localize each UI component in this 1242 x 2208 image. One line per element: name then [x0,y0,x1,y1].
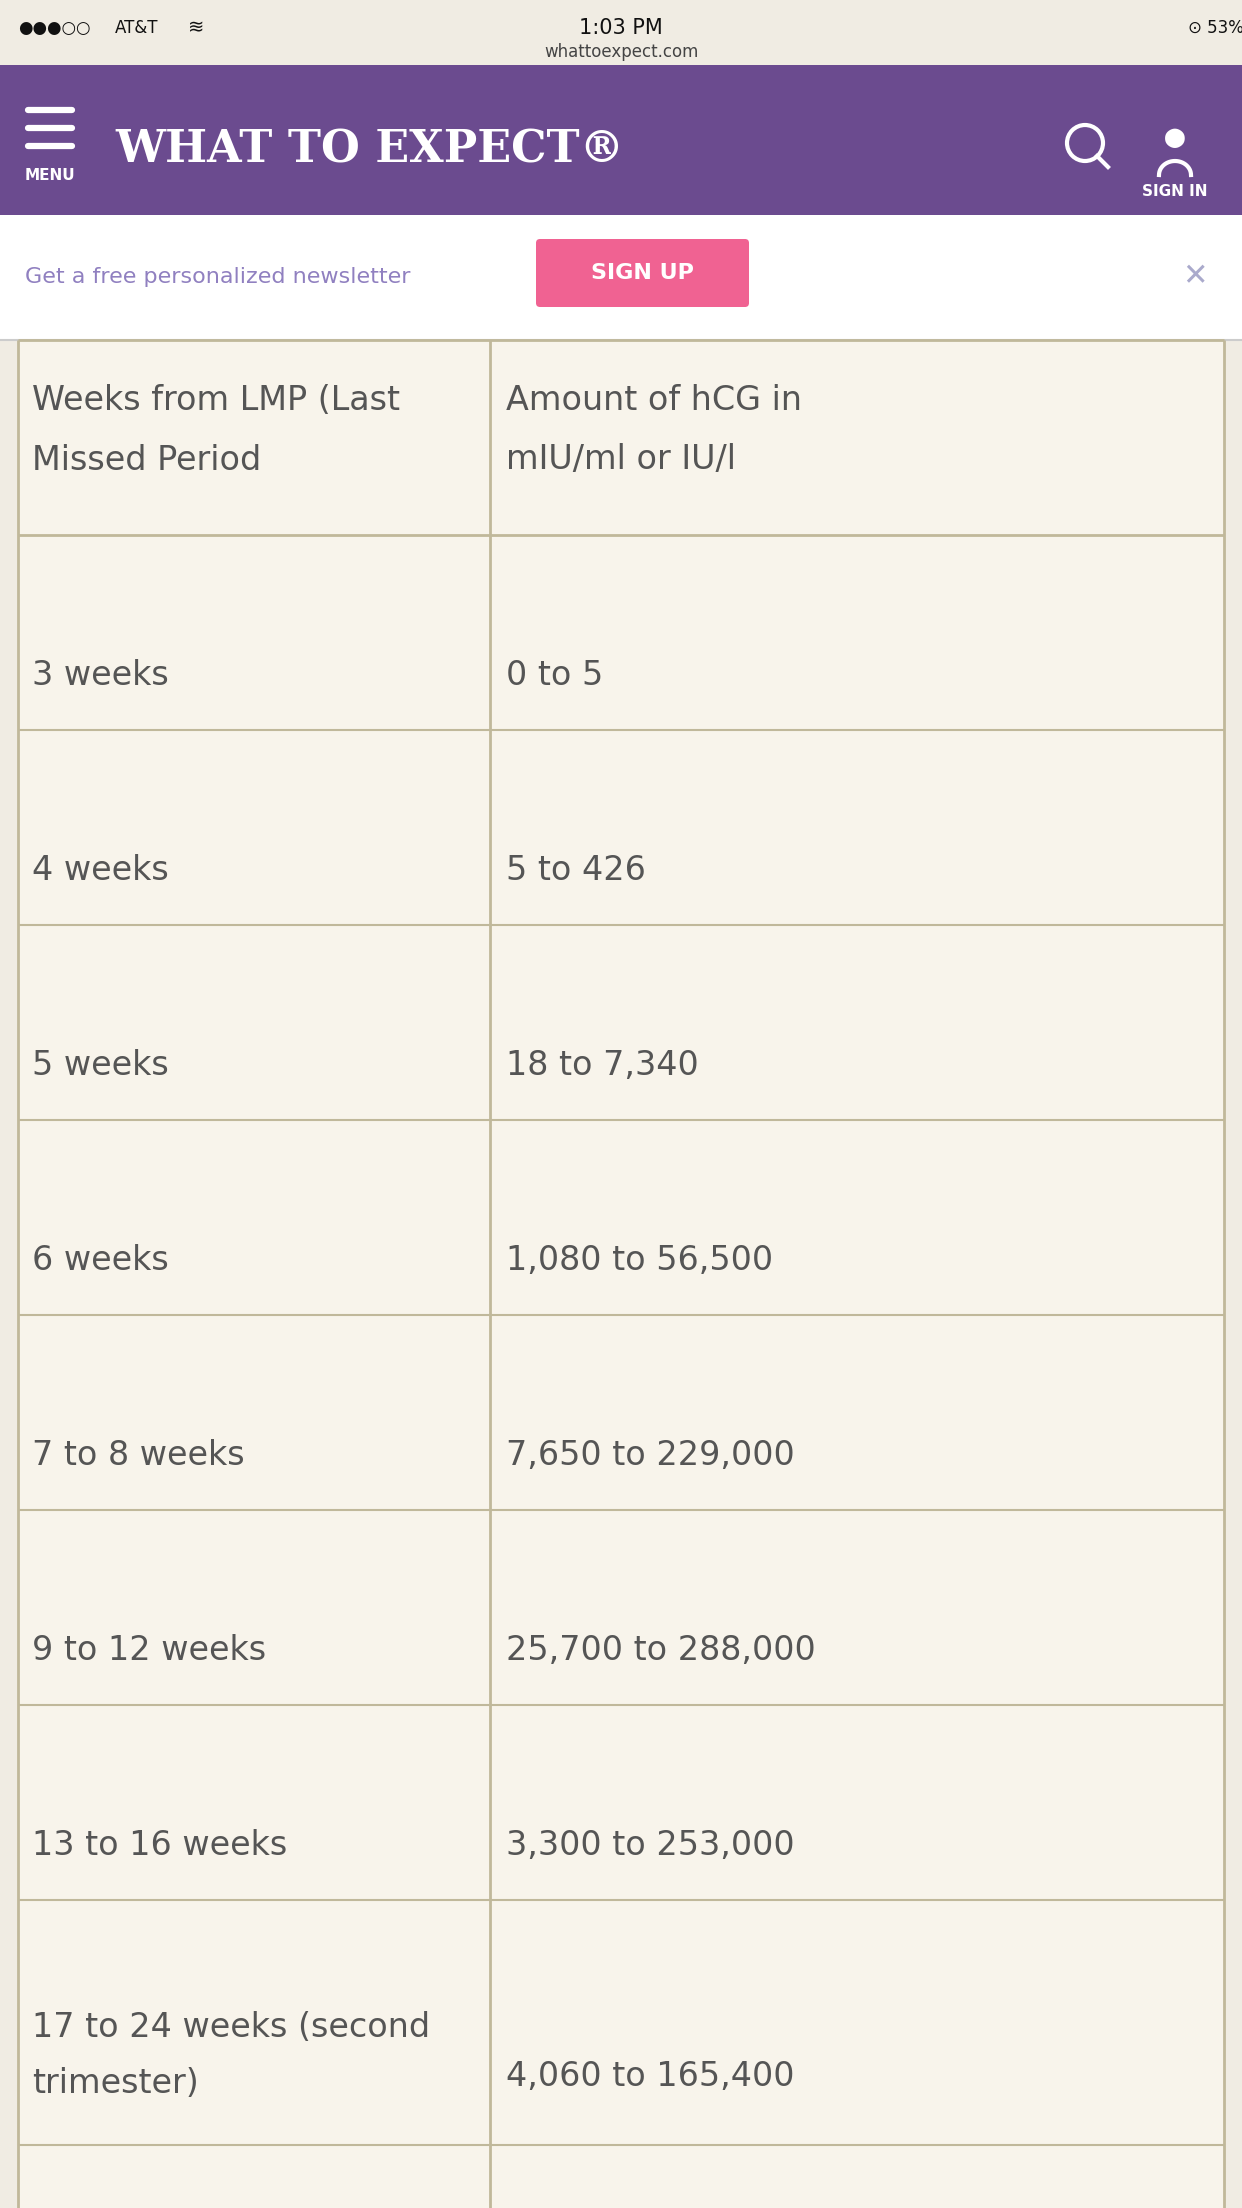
Text: whattoexpect.com: whattoexpect.com [544,42,698,62]
Text: AT&T: AT&T [116,20,159,38]
Bar [0,214,1242,340]
Text: 18 to 7,340: 18 to 7,340 [505,1049,699,1082]
Text: SIGN IN: SIGN IN [1143,185,1207,199]
Text: 17 to 24 weeks (second: 17 to 24 weeks (second [32,2011,430,2045]
Text: 9 to 12 weeks: 9 to 12 weeks [32,1634,266,1667]
Text: ●●●○○: ●●●○○ [17,20,91,38]
Text: Missed Period: Missed Period [32,444,261,477]
Text: Amount of hCG in: Amount of hCG in [505,384,802,417]
Text: 3 weeks: 3 weeks [32,658,169,691]
Bar [0,0,1242,64]
Bar [17,340,1225,2208]
Text: 1:03 PM: 1:03 PM [579,18,663,38]
Text: MENU: MENU [25,168,76,183]
Text: 5 to 426: 5 to 426 [505,854,646,888]
Text: 3,300 to 253,000: 3,300 to 253,000 [505,1828,795,1861]
Text: WHAT TO EXPECT®: WHAT TO EXPECT® [116,128,625,172]
Text: 0 to 5: 0 to 5 [505,658,604,691]
Text: 5 weeks: 5 weeks [32,1049,169,1082]
Text: 1,080 to 56,500: 1,080 to 56,500 [505,1243,773,1276]
Text: 7 to 8 weeks: 7 to 8 weeks [32,1440,245,1473]
Text: ⊙ 53%: ⊙ 53% [1189,20,1242,38]
Bar [0,64,1242,214]
Text: ⬤: ⬤ [1164,128,1186,148]
Text: SIGN UP: SIGN UP [590,263,693,283]
Text: 25,700 to 288,000: 25,700 to 288,000 [505,1634,816,1667]
Text: 7,650 to 229,000: 7,650 to 229,000 [505,1440,795,1473]
Text: 6 weeks: 6 weeks [32,1243,169,1276]
Text: trimester): trimester) [32,2067,199,2100]
Text: 13 to 16 weeks: 13 to 16 weeks [32,1828,287,1861]
Text: 4,060 to 165,400: 4,060 to 165,400 [505,2060,795,2093]
Text: 4 weeks: 4 weeks [32,854,169,888]
Text: mIU/ml or IU/l: mIU/ml or IU/l [505,444,737,477]
Text: ≋: ≋ [188,18,205,38]
FancyBboxPatch shape [537,238,749,307]
Text: Get a free personalized newsletter: Get a free personalized newsletter [25,267,411,287]
Text: Weeks from LMP (Last: Weeks from LMP (Last [32,384,400,417]
Text: ✕: ✕ [1182,263,1207,291]
